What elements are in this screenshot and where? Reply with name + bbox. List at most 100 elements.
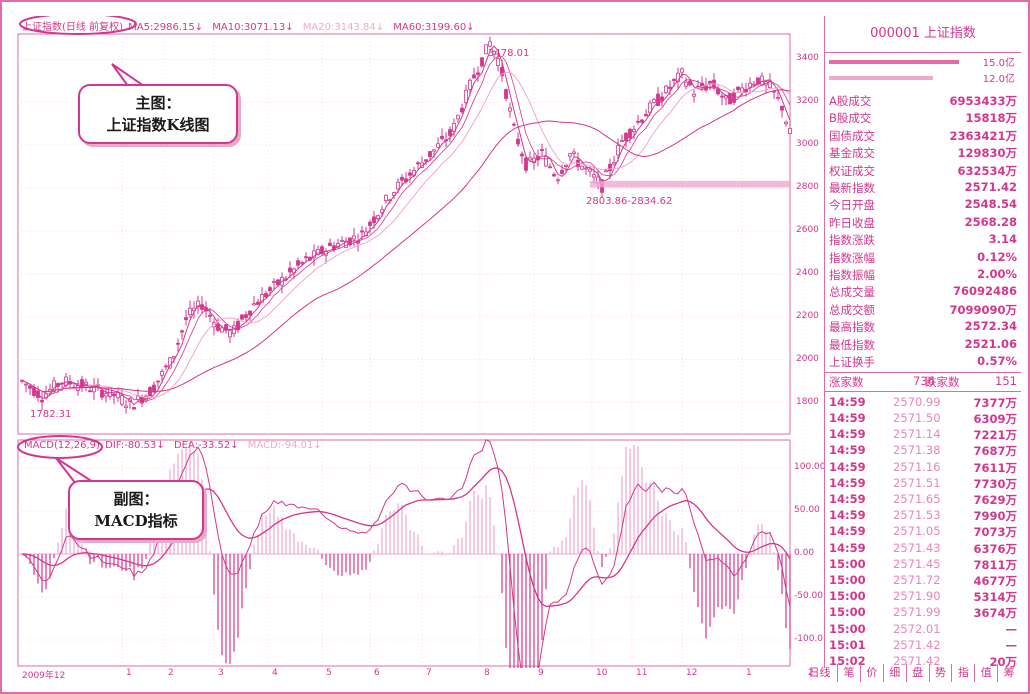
trade-price: 2571.50 [893, 411, 941, 425]
trade-time: 15:00 [829, 556, 866, 571]
candle-body [452, 123, 456, 132]
bottom-tab[interactable]: 筹 [997, 664, 1020, 682]
candle-body [688, 80, 692, 86]
candle-body [108, 387, 112, 397]
stat-value: 15818万 [965, 111, 1017, 126]
candle-body [376, 215, 380, 220]
bottom-tab[interactable]: 价 [859, 664, 883, 682]
candle-body [104, 393, 108, 397]
macd-params[interactable]: MACD(12,26,9) [24, 440, 100, 451]
candle-body [496, 58, 500, 66]
candle-body [468, 79, 472, 90]
candle-body [176, 342, 180, 345]
trade-row: 14:59 2571.65 7629万 [825, 491, 1021, 509]
stat-row: 上证换手 0.57% [825, 353, 1021, 371]
advance-label: 涨家数 [829, 375, 864, 390]
candle-body [424, 159, 428, 162]
trade-volume: 7611万 [973, 460, 1017, 475]
candle-body [296, 260, 300, 266]
trade-time: 14:59 [829, 411, 866, 425]
stat-value: 2568.28 [964, 214, 1017, 229]
candle-body [124, 405, 128, 409]
candle-body [112, 393, 116, 397]
candle-body [768, 80, 772, 89]
price-tick-label: 3400 [796, 53, 819, 64]
trade-time: 14:59 [829, 459, 866, 474]
candle-body [776, 96, 780, 99]
macd-header: MACD(12,26,9) DIF:-80.53↓ DEA:-33.52↓ MA… [24, 440, 322, 451]
candle-body [624, 132, 628, 141]
trade-price: 2571.53 [893, 508, 941, 523]
candle-body [196, 300, 200, 308]
trade-volume: 5314万 [973, 590, 1017, 605]
macd-tick-label: 50.00 [794, 505, 820, 515]
month-label: 2 [808, 668, 814, 678]
candle-body [304, 256, 308, 259]
trade-row: 15:00 2572.01 — [825, 621, 1021, 639]
month-label: 2 [168, 668, 174, 678]
bottom-tab[interactable]: 盘 [905, 664, 929, 682]
candle-body [656, 93, 660, 106]
ma5-label: MA5:2986.15↓ [128, 22, 204, 33]
candle-body [384, 194, 388, 202]
chart-area[interactable]: 上证指数(日线 前复权) MA5:2986.15↓ MA10:3071.13↓ … [16, 16, 826, 681]
stat-value: 7099090万 [949, 302, 1017, 317]
candle-body [268, 287, 272, 292]
candle-body [780, 105, 784, 111]
candle-body [476, 72, 480, 75]
stat-row: 昨日收盘 2568.28 [825, 214, 1021, 232]
candle-body [248, 310, 252, 316]
index-name[interactable]: 上证指数(日线 前复权) [22, 22, 123, 33]
price-tick-label: 2800 [796, 182, 819, 193]
stat-label: 指数振幅 [829, 268, 875, 282]
bottom-tab[interactable]: 细 [882, 664, 906, 682]
stat-label: 总成交额 [829, 302, 875, 317]
stat-row: A股成交 6953433万 [825, 92, 1021, 110]
bottom-tab[interactable]: 势 [928, 664, 952, 682]
candle-body [492, 51, 496, 55]
candle-body [584, 167, 588, 170]
candle-body [616, 145, 620, 156]
stat-row: 基金成交 129830万 [825, 144, 1021, 162]
bar1-label: 15.0亿 [982, 58, 1015, 69]
stat-value: 2548.54 [964, 197, 1017, 212]
side-title: 000001 上证指数 [825, 16, 1021, 53]
candle-body [620, 140, 624, 142]
stat-value: 2572.34 [964, 319, 1017, 334]
ma20-line [21, 71, 791, 399]
decline-count: 151 [995, 374, 1017, 389]
trade-row: 15:00 2571.99 3674万 [825, 604, 1021, 622]
candle-body [136, 395, 140, 401]
candle-body [524, 157, 528, 171]
trade-price: 2571.38 [893, 443, 941, 458]
trade-volume: 7629万 [973, 493, 1017, 507]
stat-value: 3.14 [988, 232, 1017, 247]
volume-bar-1 [829, 60, 959, 64]
trade-time: 14:59 [829, 443, 866, 458]
price-tick-label: 3000 [796, 139, 819, 150]
trade-price: 2571.43 [893, 540, 941, 555]
candle-body [428, 151, 432, 158]
volume-bar-2 [829, 76, 933, 80]
trade-time: 14:59 [829, 394, 866, 409]
bottom-tab[interactable]: 值 [974, 664, 997, 682]
candle-body [748, 82, 752, 88]
month-label: 12 [686, 668, 698, 678]
stat-row: 今日开盘 2548.54 [825, 196, 1021, 214]
candle-body [660, 96, 664, 102]
kline-chart-svg[interactable] [16, 16, 824, 668]
candle-body [208, 314, 212, 317]
bottom-tab[interactable]: 笔 [837, 664, 860, 682]
candle-body [564, 165, 568, 167]
candle-body [164, 365, 168, 368]
low-label: 1782.31 [30, 409, 72, 420]
stat-label: 基金成交 [829, 146, 875, 161]
trade-volume: 6376万 [973, 541, 1017, 556]
candle-body [100, 390, 104, 398]
bottom-tab[interactable]: 日线 [808, 666, 831, 679]
stat-value: 2363421万 [949, 128, 1017, 143]
bottom-tab[interactable]: 指 [951, 664, 974, 682]
price-tick-label: 2200 [796, 310, 819, 321]
trade-time: 14:59 [829, 427, 866, 442]
